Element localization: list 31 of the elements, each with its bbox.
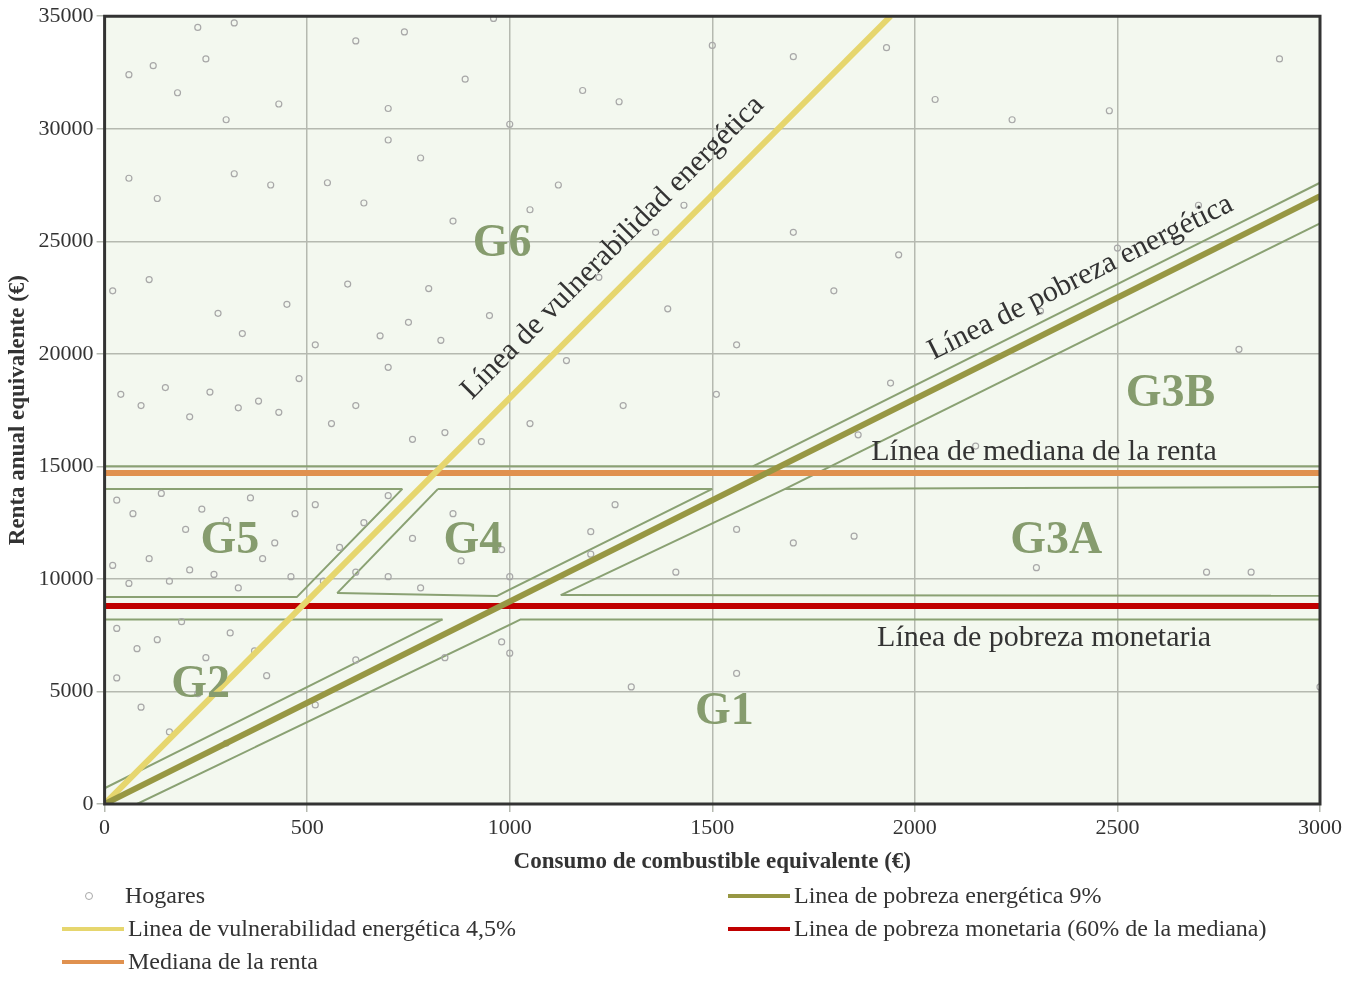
legend-label: Linea de vulnerabilidad energética 4,5%: [128, 915, 517, 942]
legend-label: Linea de pobreza monetaria (60% de la mediana): [794, 915, 1267, 942]
x-tick-label: 1000: [487, 813, 532, 839]
y-tick-label: 20000: [38, 339, 94, 365]
y-tick-label: 25000: [38, 227, 94, 253]
y-axis-title: Renta anual equivalente (€): [3, 274, 29, 546]
legend-label: Mediana de la renta: [128, 948, 318, 975]
y-tick-label: 5000: [49, 677, 94, 703]
annotation: G6: [472, 214, 532, 266]
x-tick-label: 2500: [1095, 813, 1140, 839]
x-tick-label: 2000: [892, 813, 937, 839]
x-tick-label: 3000: [1298, 813, 1342, 839]
annotation: G3B: [1125, 365, 1216, 417]
annotation: G1: [695, 682, 754, 734]
x-tick-label: 1500: [690, 813, 735, 839]
annotation: G4: [443, 511, 503, 563]
x-tick-label: 500: [290, 813, 324, 839]
legend-label: Linea de pobreza energética 9%: [794, 882, 1102, 909]
y-tick-label: 15000: [38, 452, 94, 478]
annotation: G3A: [1010, 511, 1103, 563]
x-axis-title: Consumo de combustible equivalente (€): [513, 848, 911, 874]
annotation: G2: [171, 655, 231, 707]
y-tick-label: 30000: [38, 114, 94, 140]
y-tick-label: 0: [82, 789, 94, 815]
y-tick-label: 10000: [38, 564, 94, 590]
annotation: Línea de mediana de la renta: [871, 432, 1217, 466]
annotation: Línea de pobreza monetaria: [877, 618, 1212, 652]
x-tick-label: 0: [99, 813, 111, 839]
legend-label: Hogares: [125, 882, 205, 909]
y-tick-label: 35000: [38, 1, 94, 27]
annotation: G5: [200, 511, 260, 563]
